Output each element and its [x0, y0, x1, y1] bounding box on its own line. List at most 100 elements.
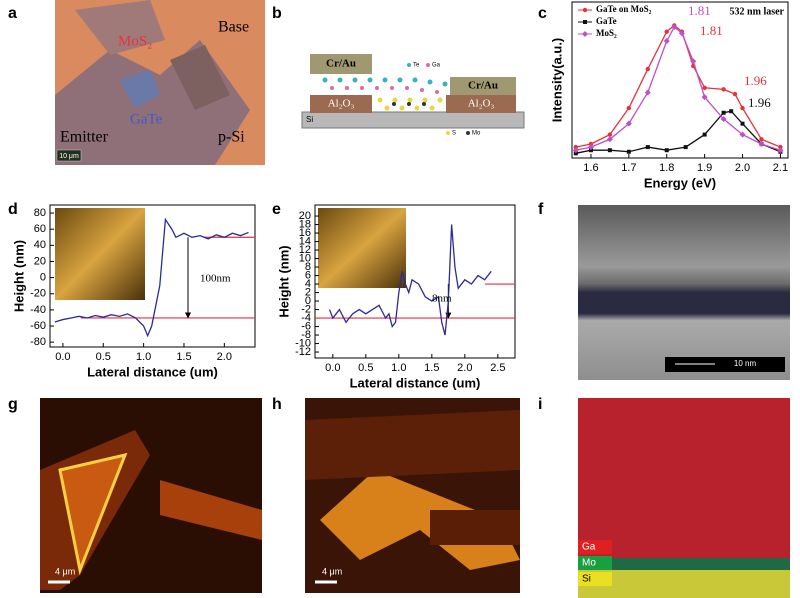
y-tick-label: -10 [295, 337, 311, 349]
panel-label: b [272, 5, 282, 22]
legend-label: GaTe on MoS₂ [596, 4, 652, 14]
annotation: 1.96 [744, 73, 767, 88]
y-tick-label: -12 [295, 346, 311, 358]
data-point [588, 141, 594, 147]
annotation: 8nm [432, 293, 452, 305]
block-label: Si [306, 115, 313, 124]
data-point [573, 151, 578, 156]
x-axis-label: Lateral distance (um) [350, 375, 481, 390]
legend-label: Mo [472, 131, 481, 137]
block-label: Cr/Au [468, 80, 498, 92]
data-point [587, 144, 594, 151]
data-point [683, 145, 688, 150]
panel-label: g [8, 396, 18, 413]
legend-label: Mo [582, 558, 596, 569]
annotation: 1.96 [748, 95, 771, 110]
y-tick-label: 10 [299, 252, 311, 264]
x-tick-label: 0.5 [358, 362, 373, 374]
legend-marker [582, 31, 588, 37]
series-line [575, 25, 781, 151]
y-tick-label: -40 [30, 304, 46, 316]
map-image: 4 μm [305, 398, 520, 593]
x-tick-label: 2.0 [217, 351, 232, 363]
data-point [625, 120, 632, 127]
x-tick-label: 2.5 [490, 362, 505, 374]
x-axis-label: Energy (eV) [644, 175, 716, 190]
data-point [759, 137, 764, 142]
panel-label: a [8, 5, 17, 22]
data-point [778, 144, 783, 150]
y-tick-label: 0 [305, 295, 311, 307]
plot-frame [571, 1, 789, 159]
y-tick-label: 12 [299, 244, 311, 256]
data-point [758, 140, 765, 147]
y-tick-label: 0 [40, 272, 46, 284]
y-tick-label: 80 [34, 207, 46, 219]
device-schematic: Cr/Au Cr/Au Al₂O₃ Al₂O₃ Si Te Ga S Mo [301, 54, 525, 137]
x-tick-label: 1.0 [136, 351, 151, 363]
data-point [607, 148, 612, 153]
y-tick-label: -2 [301, 303, 311, 315]
y-tick-label: 60 [34, 223, 46, 235]
eds-map: Ga Mo Si [578, 398, 790, 598]
panel-label: c [538, 5, 547, 22]
image-label: p-Si [218, 129, 245, 146]
image-label: Emitter [60, 129, 109, 146]
x-tick-label: 0.5 [96, 351, 111, 363]
x-tick-label: 1.5 [424, 362, 439, 374]
plot-frame [314, 204, 516, 359]
data-point [721, 110, 726, 115]
legend-label: GaTe [596, 16, 617, 26]
y-axis-label: Intensity(a.u.) [549, 38, 564, 123]
data-point [626, 149, 631, 154]
legend-label: S [452, 131, 456, 137]
x-tick-label: 2.1 [773, 162, 788, 174]
panel-label: h [272, 396, 282, 413]
data-point [671, 23, 678, 30]
panel-label: e [272, 201, 281, 218]
y-tick-label: 40 [34, 239, 46, 251]
x-tick-label: 0.0 [55, 351, 70, 363]
data-point [645, 66, 650, 72]
series-line [54, 217, 249, 338]
data-point [690, 58, 697, 65]
plot-frame [49, 204, 256, 348]
data-point [732, 91, 738, 97]
block-label: Al₂O₃ [468, 98, 495, 110]
data-point [702, 132, 707, 137]
afm-inset [318, 208, 406, 288]
x-tick-label: 1.6 [583, 162, 598, 174]
data-point [588, 148, 593, 153]
data-point [721, 87, 726, 92]
y-tick-label: 2 [305, 286, 311, 298]
x-tick-label: 1.5 [176, 351, 191, 363]
y-tick-label: 18 [299, 218, 311, 230]
y-tick-label: -20 [30, 288, 46, 300]
x-tick-label: 2.0 [457, 362, 472, 374]
scale-bar-label: 10 nm [734, 359, 757, 368]
x-axis-label: Lateral distance (um) [87, 364, 218, 379]
data-point [739, 131, 746, 138]
data-point [663, 38, 670, 44]
y-tick-label: -4 [301, 312, 311, 324]
map-image: 4 μm [40, 398, 262, 593]
y-axis-label: Height (nm) [11, 240, 26, 312]
y-tick-label: 14 [299, 235, 311, 247]
y-axis-label: Height (nm) [276, 245, 291, 317]
scale-bar-label: 4 μm [55, 566, 75, 576]
data-point [777, 147, 784, 154]
panel-label: d [8, 201, 18, 218]
data-point [678, 30, 685, 37]
optical-image: Base MoS₂ GaTe Emitter p-Si 10 μm [55, 0, 265, 165]
legend-label: Ga [582, 542, 596, 553]
data-point [626, 105, 632, 111]
panel-label: i [538, 396, 542, 413]
legend-label: MoS₂ [596, 28, 617, 38]
image-label: Base [218, 19, 249, 36]
legend-marker [582, 7, 588, 13]
data-point [606, 136, 613, 143]
y-tick-label: -8 [301, 329, 311, 341]
block-label: Cr/Au [326, 58, 356, 70]
y-tick-label: 20 [299, 210, 311, 222]
